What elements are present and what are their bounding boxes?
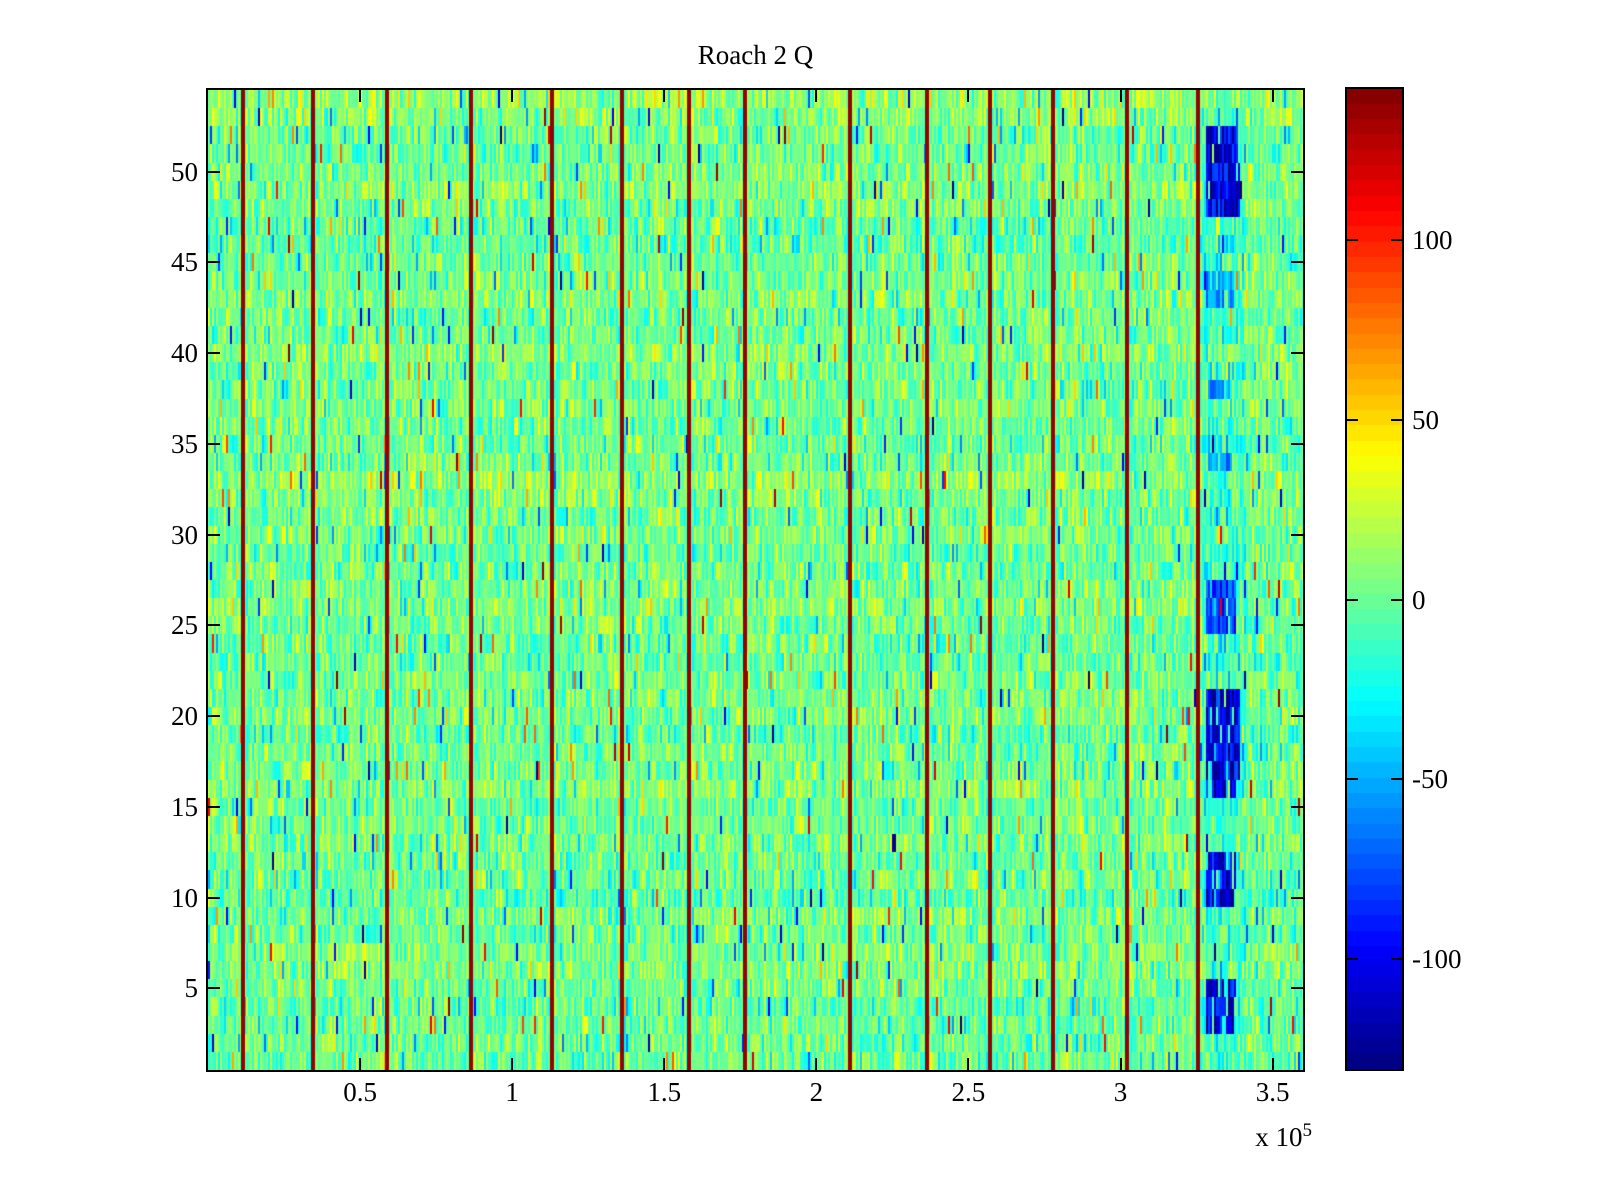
tick-mark: [511, 1058, 514, 1070]
chart-title: Roach 2 Q: [697, 40, 814, 70]
tick-mark: [1271, 1058, 1274, 1070]
tick-mark: [663, 90, 666, 102]
tick-mark: [511, 90, 514, 102]
tick-mark: [1119, 1058, 1122, 1070]
colorbar-tick-label: 50: [1412, 404, 1439, 435]
tick-mark: [1291, 805, 1303, 808]
tick-mark: [1347, 598, 1358, 601]
tick-mark: [208, 896, 220, 899]
x-tick-label: 2.5: [951, 1077, 986, 1107]
y-tick-label: 25: [171, 610, 198, 641]
tick-mark: [967, 90, 970, 102]
tick-mark: [663, 1058, 666, 1070]
exponent-value: 5: [1302, 1120, 1313, 1141]
colorbar-tick-label: -100: [1412, 944, 1462, 975]
y-tick-label: 20: [171, 701, 198, 732]
tick-mark: [1347, 778, 1358, 781]
tick-mark: [1291, 987, 1303, 990]
tick-mark: [967, 1058, 970, 1070]
tick-mark: [208, 261, 220, 264]
tick-mark: [208, 715, 220, 718]
tick-mark: [1347, 418, 1358, 421]
colorbar-tick-label: 100: [1412, 225, 1453, 256]
tick-mark: [1391, 598, 1402, 601]
tick-mark: [208, 805, 220, 808]
y-tick-label: 35: [171, 428, 198, 459]
tick-mark: [208, 352, 220, 355]
x-tick-label: 3: [1113, 1077, 1128, 1107]
tick-mark: [1291, 715, 1303, 718]
tick-mark: [208, 987, 220, 990]
tick-mark: [1291, 533, 1303, 536]
tick-mark: [1291, 170, 1303, 173]
plot-area: [206, 88, 1305, 1072]
tick-mark: [1347, 239, 1358, 242]
y-tick-label: 5: [184, 973, 199, 1004]
y-tick-label: 45: [171, 247, 198, 278]
colorbar-canvas: [1347, 89, 1402, 1069]
y-tick-label: 10: [171, 882, 198, 913]
tick-mark: [1347, 958, 1358, 961]
tick-mark: [1119, 90, 1122, 102]
tick-mark: [1391, 958, 1402, 961]
x-tick-label: 3.5: [1255, 1077, 1290, 1107]
tick-mark: [1291, 896, 1303, 899]
tick-mark: [1391, 418, 1402, 421]
tick-mark: [208, 624, 220, 627]
x-tick-label: 1: [505, 1077, 519, 1107]
x-tick-label: 2: [809, 1077, 824, 1107]
x-tick-label: 1.5: [647, 1077, 682, 1107]
tick-mark: [1391, 239, 1402, 242]
tick-mark: [359, 90, 362, 102]
colorbar-tick-label: 0: [1412, 584, 1426, 615]
x-tick-label: 0.5: [343, 1077, 377, 1107]
heatmap-canvas: [208, 90, 1303, 1070]
tick-mark: [208, 170, 220, 173]
tick-mark: [208, 442, 220, 445]
tick-mark: [815, 90, 818, 102]
tick-mark: [359, 1058, 362, 1070]
tick-mark: [1291, 352, 1303, 355]
tick-mark: [208, 533, 220, 536]
y-tick-label: 50: [171, 156, 198, 187]
y-tick-label: 15: [171, 791, 198, 822]
x-axis-exponent-label: x 105: [1200, 1120, 1312, 1153]
colorbar: [1345, 87, 1404, 1071]
colorbar-tick-label: -50: [1412, 764, 1448, 795]
y-tick-label: 30: [171, 519, 198, 550]
exponent-prefix: x 10: [1255, 1122, 1303, 1152]
tick-mark: [1291, 261, 1303, 264]
tick-mark: [1291, 624, 1303, 627]
tick-mark: [1271, 90, 1274, 102]
tick-mark: [1391, 778, 1402, 781]
tick-mark: [815, 1058, 818, 1070]
tick-mark: [1291, 442, 1303, 445]
y-tick-label: 40: [171, 338, 198, 369]
